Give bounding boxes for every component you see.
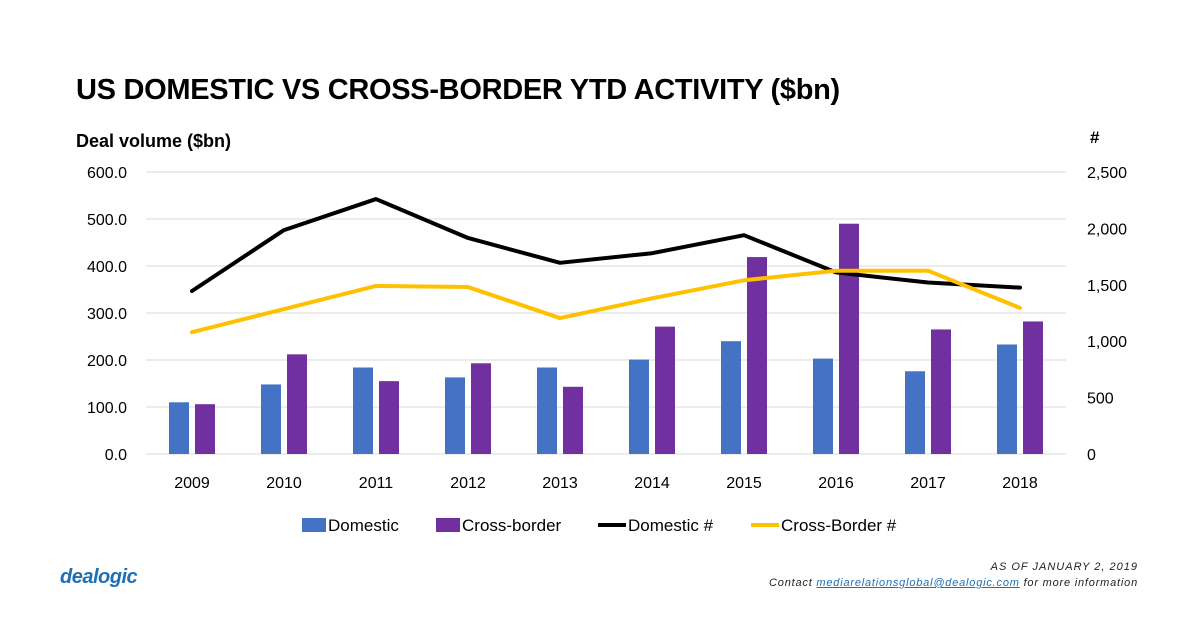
bar-domestic xyxy=(813,358,833,454)
legend-label: Domestic # xyxy=(628,516,714,535)
bar-domestic xyxy=(537,367,557,454)
bar-domestic xyxy=(261,384,281,454)
x-tick-label: 2015 xyxy=(726,475,762,492)
legend-swatch xyxy=(302,518,326,532)
y-tick-label-left: 100.0 xyxy=(87,400,127,417)
y-tick-label-right: 500 xyxy=(1087,391,1114,408)
legend-swatch xyxy=(436,518,460,532)
bar-cross-border xyxy=(931,329,951,454)
x-tick-label: 2011 xyxy=(359,475,394,492)
legend-label: Domestic xyxy=(328,516,399,535)
bar-domestic xyxy=(169,402,189,454)
y-tick-label-left: 400.0 xyxy=(87,259,127,276)
legend-label: Cross-border xyxy=(462,516,562,535)
bar-cross-border xyxy=(655,326,675,454)
bar-cross-border xyxy=(195,404,215,454)
contact-prefix: Contact xyxy=(769,577,813,589)
x-tick-label: 2013 xyxy=(542,475,578,492)
bar-cross-border xyxy=(1023,321,1043,454)
x-tick-label: 2016 xyxy=(818,475,854,492)
y-axis-left-label: Deal volume ($bn) xyxy=(76,131,232,151)
x-tick-label: 2012 xyxy=(450,475,486,492)
y-tick-label-right: 2,500 xyxy=(1087,165,1127,182)
y-tick-label-left: 300.0 xyxy=(87,306,127,323)
bar-cross-border xyxy=(471,363,491,454)
bar-cross-border xyxy=(563,386,583,454)
bar-domestic xyxy=(629,359,649,454)
y-tick-label-left: 0.0 xyxy=(105,447,127,464)
bar-domestic xyxy=(905,371,925,454)
y-tick-label-right: 1,000 xyxy=(1087,334,1127,351)
bar-cross-border xyxy=(747,257,767,454)
dealogic-logo: dealogic xyxy=(60,566,138,588)
chart-title: US DOMESTIC VS CROSS-BORDER YTD ACTIVITY… xyxy=(76,74,840,106)
x-tick-label: 2010 xyxy=(266,475,302,492)
bar-cross-border xyxy=(287,354,307,454)
bar-domestic xyxy=(445,377,465,454)
contact-suffix: for more information xyxy=(1023,577,1138,589)
y-tick-label-left: 600.0 xyxy=(87,165,127,182)
bar-domestic xyxy=(997,344,1017,454)
bar-domestic xyxy=(353,367,373,454)
y-tick-label-right: 1,500 xyxy=(1087,278,1127,295)
y-tick-label-right: 2,000 xyxy=(1087,221,1127,238)
y-axis-right-label: # xyxy=(1090,128,1100,147)
line-cross-border-count xyxy=(190,268,1022,335)
line-domestic-count xyxy=(190,197,1022,294)
y-tick-label-right: 0 xyxy=(1087,447,1096,464)
y-tick-label-left: 200.0 xyxy=(87,353,127,370)
contact-email-link[interactable]: mediarelationsglobal@dealogic.com xyxy=(816,577,1020,589)
x-tick-label: 2014 xyxy=(634,475,670,492)
legend-label: Cross-Border # xyxy=(781,516,897,535)
bar-cross-border xyxy=(379,381,399,454)
contact-line: Contact mediarelationsglobal@dealogic.co… xyxy=(769,577,1138,589)
y-tick-label-left: 500.0 xyxy=(87,212,127,229)
as-of-date: AS OF JANUARY 2, 2019 xyxy=(990,561,1138,573)
x-tick-label: 2009 xyxy=(174,475,210,492)
bar-cross-border xyxy=(839,223,859,454)
x-tick-label: 2018 xyxy=(1002,475,1038,492)
bar-domestic xyxy=(721,341,741,454)
x-tick-label: 2017 xyxy=(910,475,946,492)
